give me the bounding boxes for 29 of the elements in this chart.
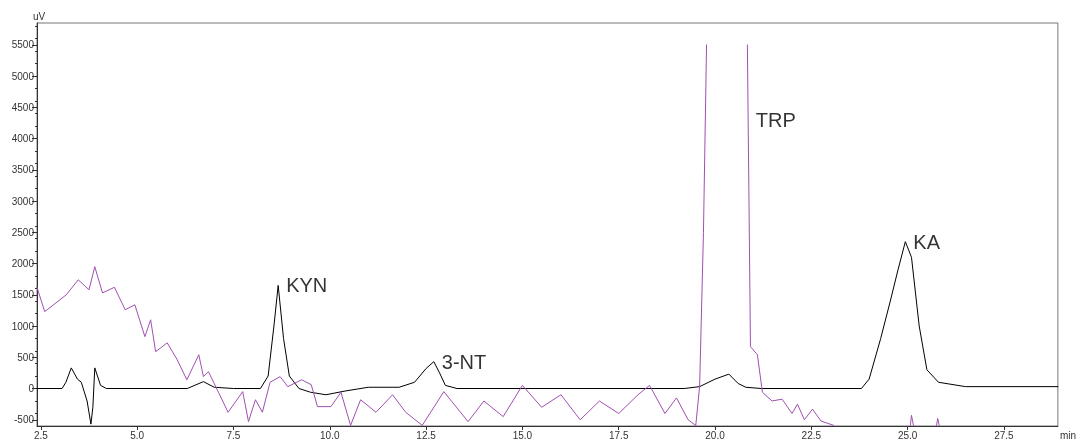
- x-tick-label: 12.5: [416, 429, 437, 441]
- y-axis-title: uV: [33, 10, 46, 22]
- y-tick-label: 3500: [11, 164, 35, 176]
- x-tick-label: 15.0: [512, 429, 533, 441]
- y-tick-label: 4000: [11, 133, 35, 145]
- y-tick-label: 1500: [11, 289, 35, 301]
- annotation: KA: [913, 230, 941, 253]
- x-tick-label: 20.0: [705, 429, 726, 441]
- x-tick-label: 27.5: [994, 429, 1015, 441]
- annotation: 3-NT: [441, 350, 487, 373]
- annotation: TRP: [755, 108, 796, 131]
- y-tick-label: 500: [17, 351, 35, 363]
- y-tick-label: 4500: [11, 101, 35, 113]
- y-tick-label: -500: [13, 414, 35, 426]
- y-tick-label: 3000: [11, 195, 35, 207]
- x-tick-label: 7.5: [226, 429, 241, 441]
- x-tick-label: 5.0: [130, 429, 145, 441]
- x-tick-label: 22.5: [801, 429, 822, 441]
- annotation: KYN: [286, 274, 328, 297]
- x-tick-label: 2.5: [33, 429, 49, 441]
- x-tick-label: 10.0: [320, 429, 340, 441]
- x-tick-label: 17.5: [608, 429, 629, 441]
- y-tick-label: 1000: [11, 320, 35, 332]
- y-tick-label: 2000: [11, 258, 35, 270]
- x-axis-title: min: [1059, 429, 1077, 441]
- x-tick-label: 25.0: [897, 429, 918, 441]
- y-tick-label: 5000: [11, 70, 35, 82]
- y-tick-label: 2500: [11, 226, 35, 238]
- y-tick-label: 5500: [11, 39, 35, 51]
